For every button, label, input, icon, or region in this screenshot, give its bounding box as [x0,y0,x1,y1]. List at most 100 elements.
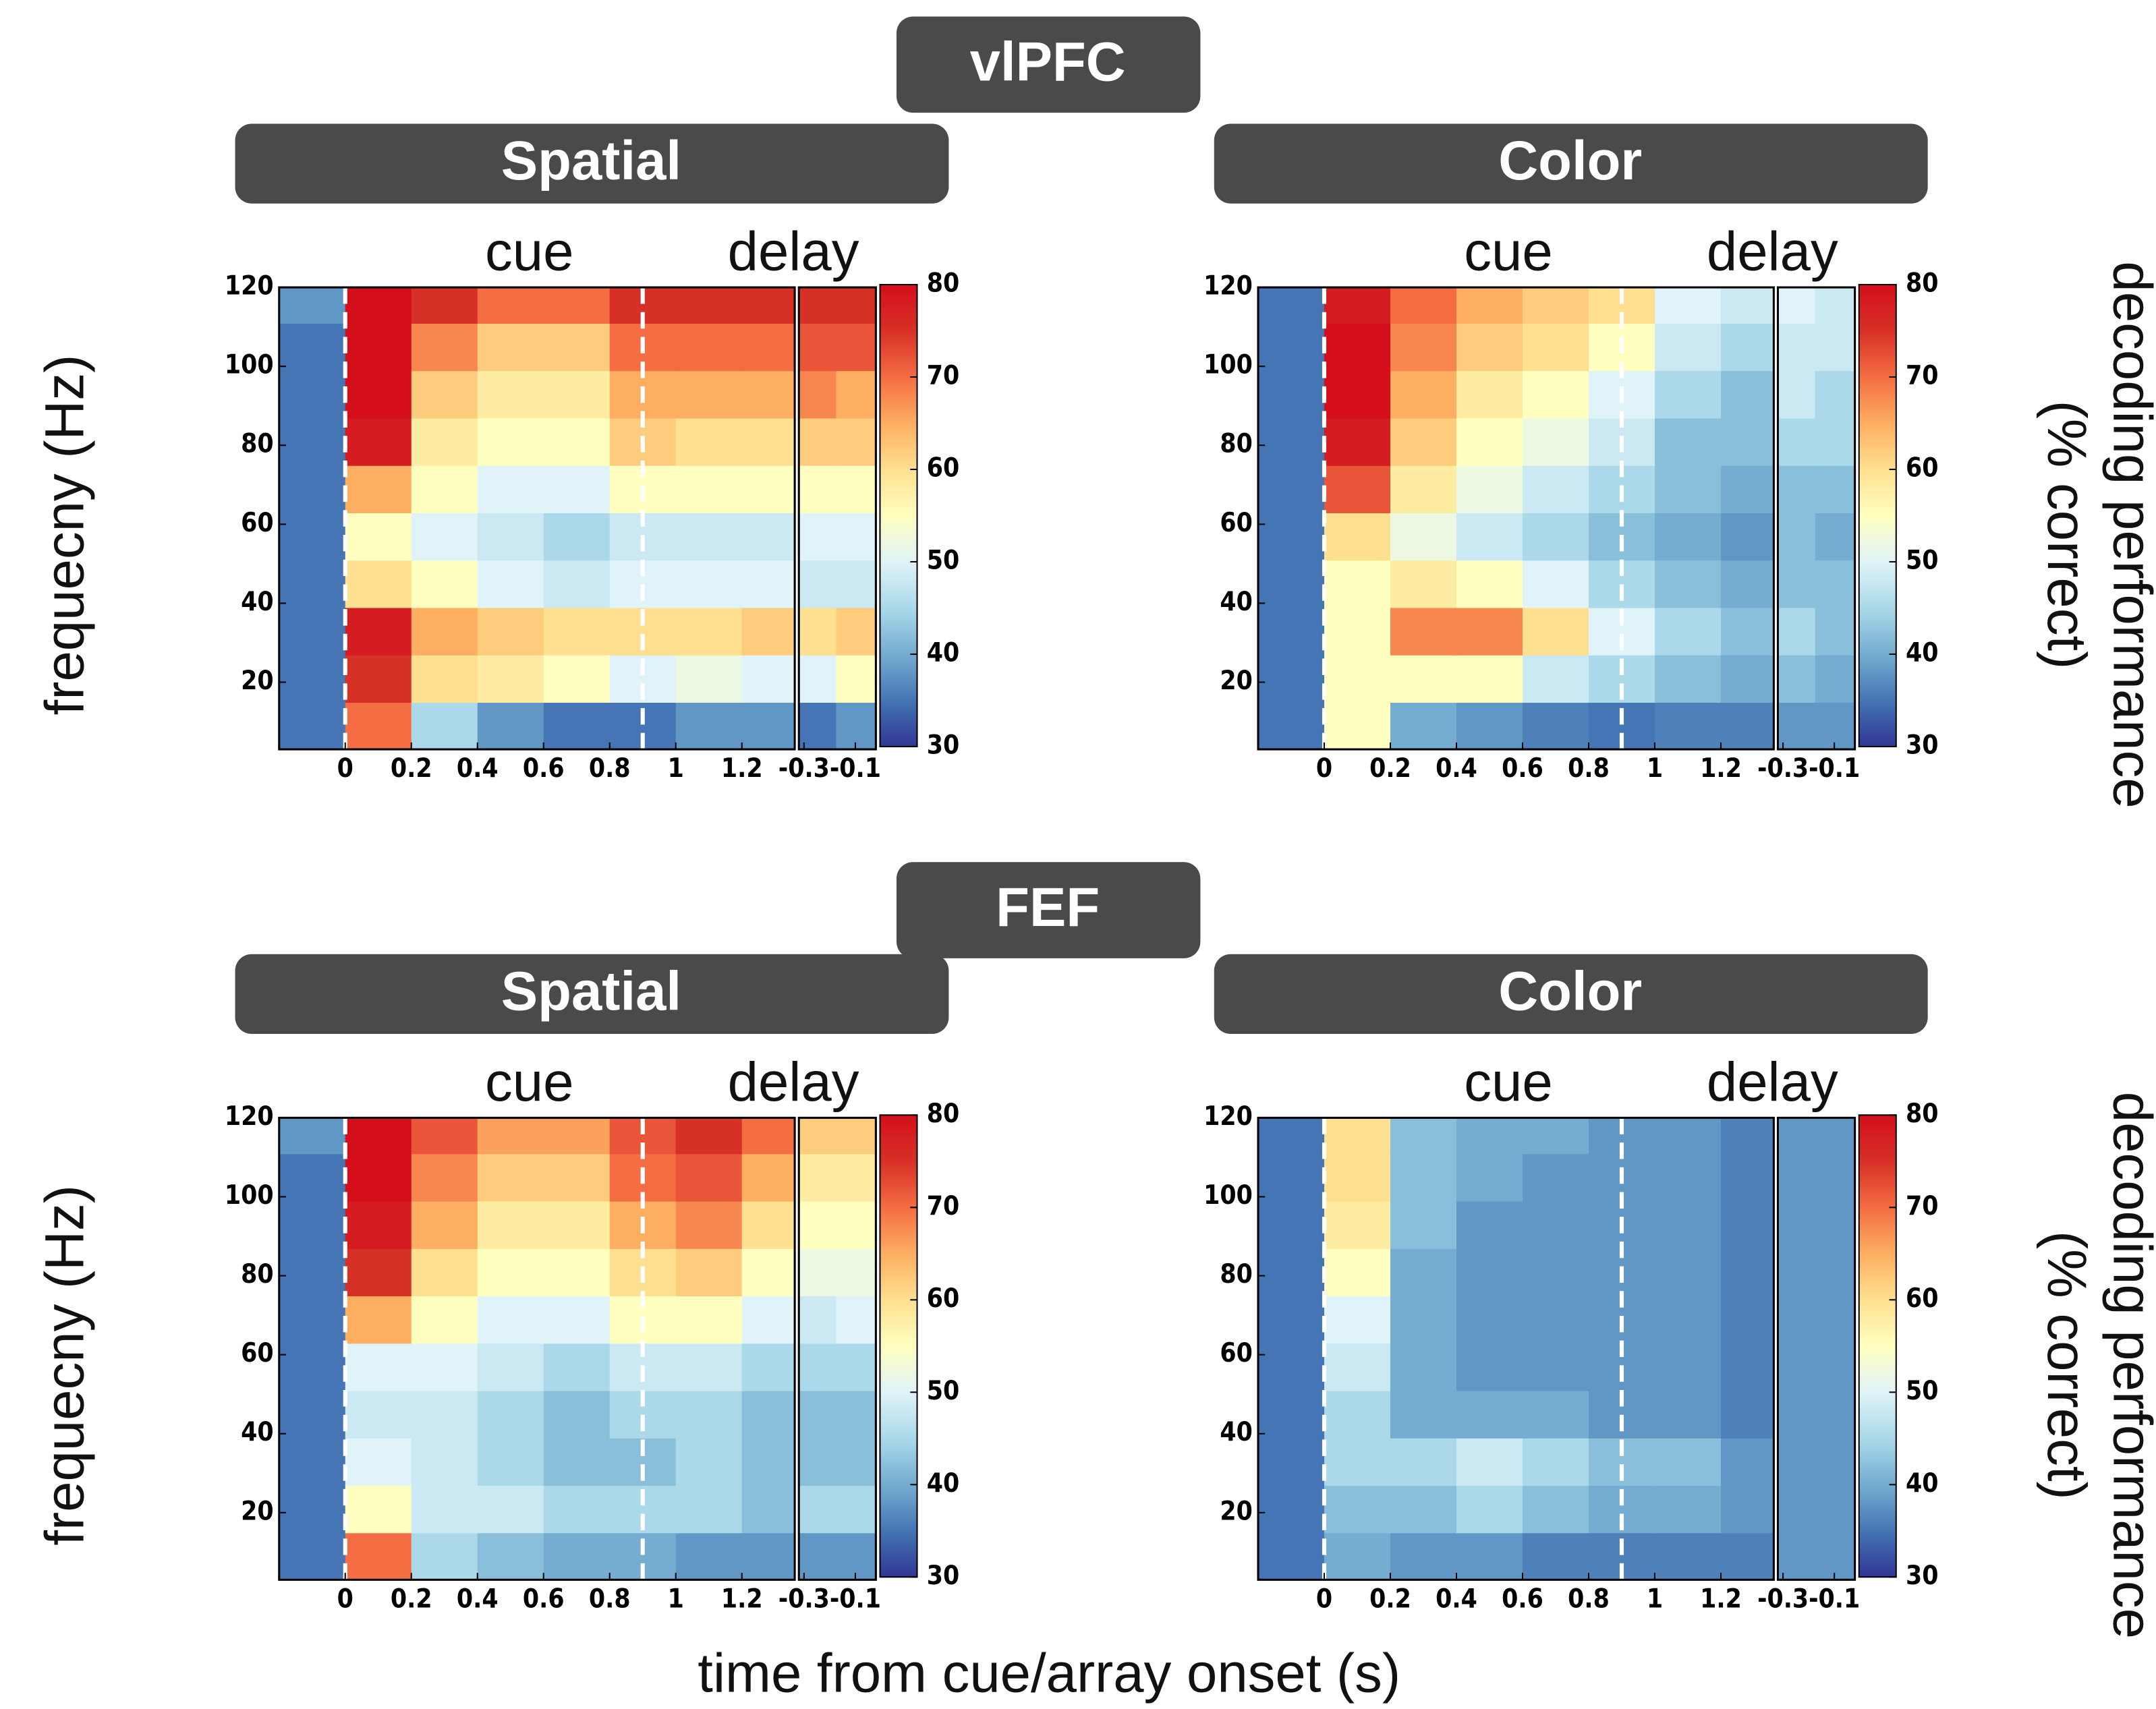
heatmap-cell [411,701,478,750]
heatmap-cell [279,560,346,608]
colorbar-tick-label: 60 [927,1283,959,1314]
colorbar-label: (% correct) [2036,401,2097,670]
heatmap-cell [799,417,837,466]
y-tick-label: 100 [1203,1180,1253,1211]
colorbar [1858,283,1897,747]
y-tick-label: 60 [1220,1338,1252,1368]
heatmap-cell [477,560,544,608]
heatmap-cell [675,287,743,324]
heatmap-cell [836,1390,876,1439]
heatmap-cell [345,1248,412,1297]
x-tick-label: 0.4 [457,753,499,784]
heatmap-cell [477,607,544,656]
heatmap-cell [543,560,611,608]
heatmap-cell [543,417,611,466]
y-tick-label: 120 [225,271,274,301]
heatmap-cell [1456,701,1524,750]
heatmap-cell [1815,512,1854,561]
heatmap-cell [543,370,611,419]
heatmap-cell [543,1153,611,1202]
colorbar-tick-label: 80 [927,268,959,298]
heatmap-cell [1522,1295,1590,1344]
heatmap-cell [836,1118,876,1155]
heatmap-cell [279,1295,346,1344]
x-tick-label: 0.4 [1436,753,1477,784]
y-tick-label: 40 [241,587,273,617]
heatmap-cell [543,465,611,513]
heatmap-cell [1390,1248,1458,1297]
heatmap-cell [477,701,544,750]
heatmap-cell [1324,1200,1392,1249]
heatmap-cell [1324,322,1392,372]
heatmap-cell [1720,370,1774,419]
heatmap-cell [1778,1153,1816,1202]
heatmap-cell [741,1484,795,1534]
heatmap-cell [345,417,412,466]
heatmap-cell [1815,1343,1854,1391]
annotation: delay [1707,1051,1838,1113]
heatmap-cell [411,1200,478,1249]
x-tick-label: 0.4 [457,1584,499,1614]
y-tick-label: 80 [1220,429,1252,459]
heatmap-cell [741,1532,795,1580]
heatmap-cell [1390,1390,1458,1439]
heatmap-cell [1654,1153,1722,1202]
heatmap-cell [1456,417,1524,466]
heatmap-cell [345,1343,412,1391]
heatmap-cell [477,1484,544,1534]
heatmap-cell [279,1484,346,1534]
heatmap-cell [836,1532,876,1580]
heatmap-cell [799,1200,837,1249]
heatmap-cell [836,1295,876,1344]
heatmap-cell [1778,1200,1816,1249]
x-tick-label: 1 [1647,1584,1663,1614]
x-tick-label: 1 [668,1584,684,1614]
x-tick-label: 0.2 [1369,753,1411,784]
heatmap-cell [1815,654,1854,703]
heatmap-cell [1815,417,1854,466]
heatmap-cells [279,1118,795,1580]
heatmap-cell [1522,1532,1590,1580]
x-tick-label: -0.3 [1757,1584,1809,1614]
heatmap-cell [675,1532,743,1580]
heatmap-cell [477,1118,544,1155]
heatmap-cell [799,465,837,513]
heatmap-cell [799,1295,837,1344]
colorbar-tick-label: 60 [1906,453,1938,483]
heatmap-cell [1654,560,1722,608]
y-tick-label: 60 [241,1338,273,1368]
heatmap-cell [477,417,544,466]
x-tick-label: 1 [1647,753,1663,784]
heatmap-cell [279,512,346,561]
plot-frame [797,1116,877,1581]
heatmap-cell [411,654,478,703]
heatmap-cell [1324,370,1392,419]
y-tick-label: 60 [1220,508,1252,538]
heatmap-cell [411,417,478,466]
heatmap-cell [1324,1532,1392,1580]
x-axis-label: time from cue/array onset (s) [698,1643,1400,1704]
colorbar-tick-label: 30 [1906,1561,1938,1591]
heatmap-cell [1778,701,1816,750]
heatmap-cell [741,1153,795,1202]
heatmap-cell [543,654,611,703]
heatmap-cell [1390,465,1458,513]
heatmap-cell [477,1295,544,1344]
heatmap-cell [1720,1343,1774,1391]
heatmap-cell [411,1390,478,1439]
x-tick-label: 0.2 [391,1584,432,1614]
heatmap-cell [1654,1248,1722,1297]
heatmap-cell [1654,1343,1722,1391]
heatmap-cell [477,512,544,561]
x-tick-label: 1.2 [1700,1584,1742,1614]
heatmap-cells [1778,1118,1854,1580]
x-tick-label: 1.2 [721,753,763,784]
heatmap-cell [741,1295,795,1344]
annotation: cue [485,221,573,283]
heatmap-cell [675,1118,743,1155]
heatmap-cell [345,1532,412,1580]
heatmap-cell [741,560,795,608]
y-tick-label: 80 [241,429,273,459]
heatmap-cell [1778,1484,1816,1534]
heatmap-cell [1390,560,1458,608]
